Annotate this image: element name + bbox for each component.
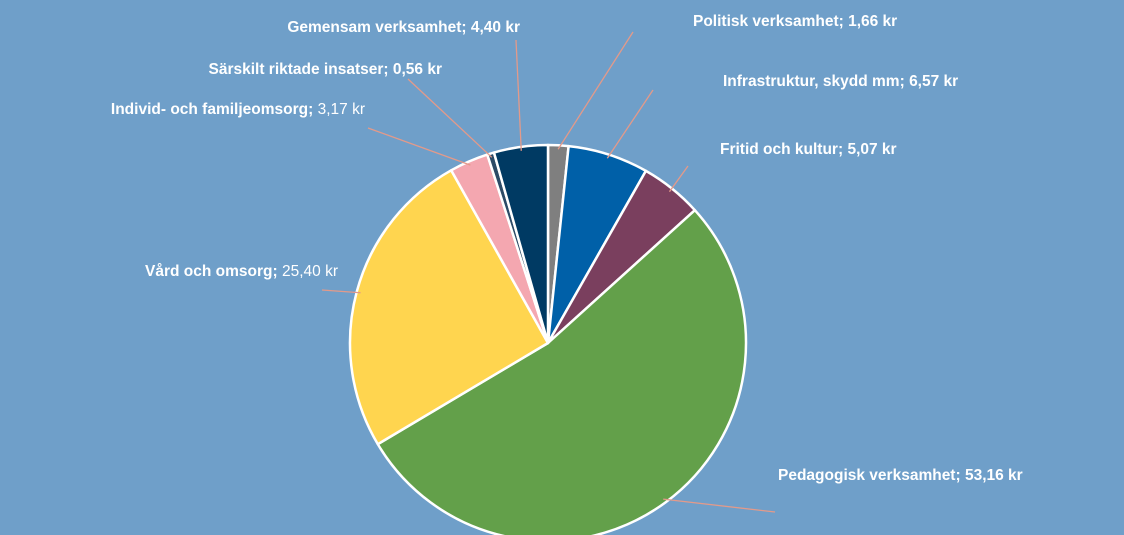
pie-slice bbox=[348, 169, 550, 446]
leader-line bbox=[606, 89, 654, 159]
data-label: Pedagogisk verksamhet; 53,16 kr bbox=[778, 467, 1023, 484]
label-name: Individ- och familjeomsorg; bbox=[111, 101, 313, 118]
leader-line bbox=[515, 39, 522, 151]
label-value: 1,66 kr bbox=[848, 13, 897, 30]
label-value: 6,57 kr bbox=[909, 73, 958, 90]
label-name: Pedagogisk verksamhet; bbox=[778, 467, 961, 484]
label-name: Fritid och kultur; bbox=[720, 141, 843, 158]
leader-line bbox=[321, 289, 361, 294]
label-name: Infrastruktur, skydd mm; bbox=[723, 73, 905, 90]
label-name: Gemensam verksamhet; bbox=[287, 19, 466, 36]
label-name: Särskilt riktade insatser; bbox=[208, 61, 388, 78]
leader-line bbox=[663, 498, 776, 513]
data-label: Infrastruktur, skydd mm; 6,57 kr bbox=[723, 73, 958, 90]
data-label: Individ- och familjeomsorg; 3,17 kr bbox=[111, 101, 365, 118]
leader-line bbox=[557, 31, 634, 150]
leader-line bbox=[367, 127, 471, 166]
label-value: 3,17 kr bbox=[318, 101, 365, 118]
label-name: Politisk verksamhet; bbox=[693, 13, 844, 30]
data-label: Politisk verksamhet; 1,66 kr bbox=[693, 13, 897, 30]
leader-line bbox=[668, 165, 689, 193]
label-value: 53,16 kr bbox=[965, 467, 1023, 484]
pie-slice bbox=[376, 208, 748, 535]
data-label: Vård och omsorg; 25,40 kr bbox=[145, 263, 338, 280]
label-value: 25,40 kr bbox=[282, 263, 338, 280]
label-value: 4,40 kr bbox=[471, 19, 520, 36]
leader-line bbox=[407, 78, 493, 158]
label-value: 0,56 kr bbox=[393, 61, 442, 78]
data-label: Gemensam verksamhet; 4,40 kr bbox=[287, 19, 520, 36]
label-name: Vård och omsorg; bbox=[145, 263, 278, 280]
data-label: Särskilt riktade insatser; 0,56 kr bbox=[208, 61, 442, 78]
data-label: Fritid och kultur; 5,07 kr bbox=[720, 141, 897, 158]
label-value: 5,07 kr bbox=[847, 141, 896, 158]
